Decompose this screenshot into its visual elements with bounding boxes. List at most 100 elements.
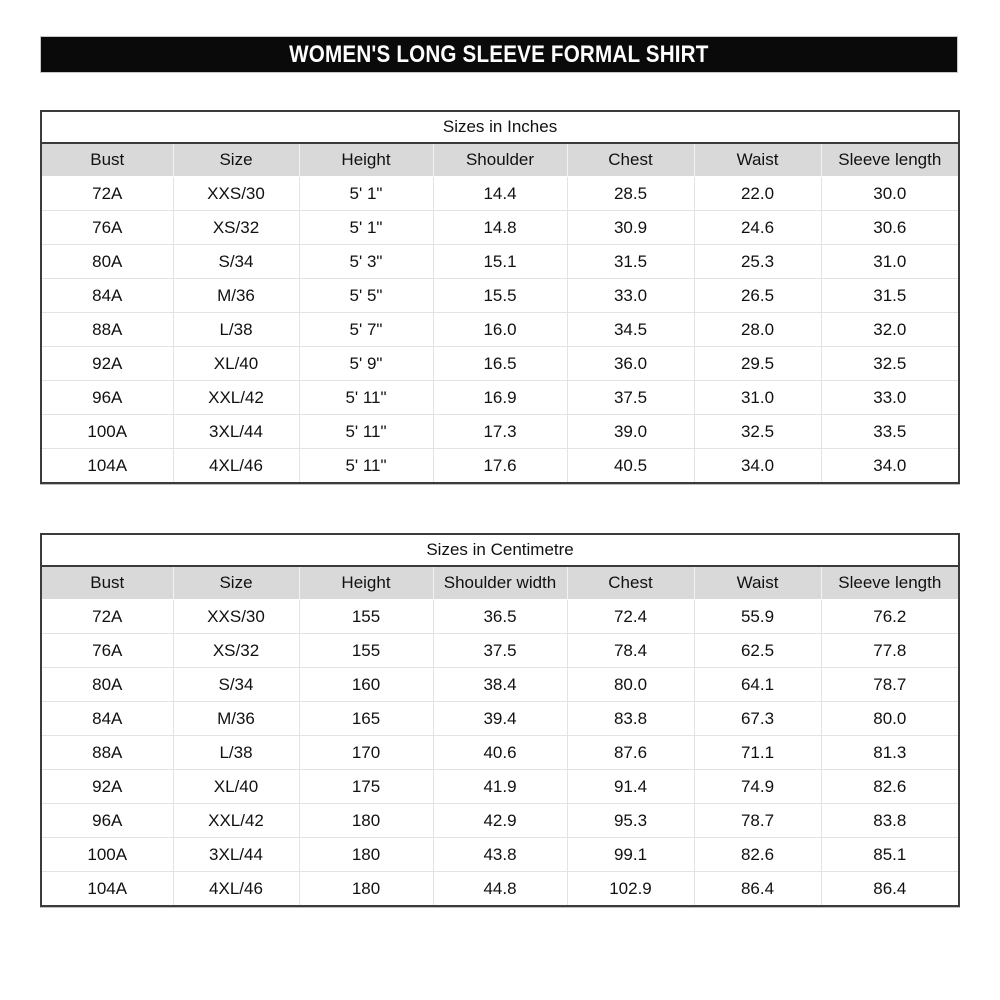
- table-cell: 72.4: [566, 599, 695, 634]
- table-cell: 5' 1": [298, 176, 434, 211]
- column-header: Shoulder width: [432, 566, 567, 600]
- table-cell: 31.0: [820, 244, 960, 279]
- table-cell: 71.1: [693, 735, 822, 770]
- table-cell: 180: [298, 803, 434, 838]
- table-cell: 67.3: [693, 701, 822, 736]
- table-cell: 44.8: [432, 871, 568, 907]
- table-cell: 22.0: [693, 176, 822, 211]
- column-header: Bust: [41, 143, 173, 177]
- table-cell: 72A: [40, 599, 174, 634]
- table-cell: 84A: [40, 701, 174, 736]
- table-cell: 87.6: [566, 735, 695, 770]
- table-cell: 100A: [40, 837, 174, 872]
- column-header: Sleeve length: [820, 143, 960, 177]
- table-cell: L/38: [172, 312, 300, 347]
- table-cell: 32.0: [820, 312, 960, 347]
- table-row: 84A M/36 5' 5" 15.5 33.0 26.5 31.5: [40, 278, 960, 313]
- table-cell: 80.0: [820, 701, 960, 736]
- table-cell: 16.5: [432, 346, 568, 381]
- table-cell: 40.5: [566, 448, 695, 484]
- table-cell: 36.0: [566, 346, 695, 381]
- column-header: Size: [172, 143, 299, 177]
- table-cell: 32.5: [820, 346, 960, 381]
- table-row: 84A M/36 165 39.4 83.8 67.3 80.0: [40, 701, 960, 736]
- table-cell: 78.4: [566, 633, 695, 668]
- table-cell: 80.0: [566, 667, 695, 702]
- table-row: 88A L/38 170 40.6 87.6 71.1 81.3: [40, 735, 960, 770]
- table-cell: 92A: [40, 769, 174, 804]
- table-cell: 80A: [40, 244, 174, 279]
- table-cell: S/34: [172, 667, 300, 702]
- sizes-in-inches-table: Sizes in Inches Bust Size Height Shoulder Che…: [40, 110, 961, 484]
- table-cell: XL/40: [172, 346, 300, 381]
- table-cell: XXS/30: [172, 599, 300, 634]
- table-cell: 5' 5": [298, 278, 434, 313]
- table-cell: 102.9: [566, 871, 695, 907]
- table-cell: 28.5: [566, 176, 695, 211]
- table-cell: 62.5: [693, 633, 822, 668]
- table-cell: 96A: [40, 803, 174, 838]
- table-cell: 16.9: [432, 380, 568, 415]
- table-cell: 55.9: [693, 599, 822, 634]
- table-cell: 82.6: [820, 769, 960, 804]
- table-cell: 14.4: [432, 176, 568, 211]
- page-title: WOMEN'S LONG SLEEVE FORMAL SHIRT: [289, 40, 709, 68]
- table-cell: 32.5: [693, 414, 822, 449]
- table-cell: 15.5: [432, 278, 568, 313]
- table-cell: 3XL/44: [172, 414, 300, 449]
- table-cell: 175: [298, 769, 434, 804]
- table-row: 80A S/34 5' 3" 15.1 31.5 25.3 31.0: [40, 244, 960, 279]
- table-row: 100A 3XL/44 180 43.8 99.1 82.6 85.1: [40, 837, 960, 872]
- table-cell: 78.7: [820, 667, 960, 702]
- table-cell: 39.4: [432, 701, 568, 736]
- table-cell: 84A: [40, 278, 174, 313]
- table-cell: 74.9: [693, 769, 822, 804]
- table-cell: 83.8: [820, 803, 960, 838]
- table-cell: 34.5: [566, 312, 695, 347]
- table-cell: 24.6: [693, 210, 822, 245]
- table-cell: 16.0: [432, 312, 568, 347]
- table-cell: M/36: [172, 701, 300, 736]
- table-cell: 17.3: [432, 414, 568, 449]
- table-row: 96A XXL/42 180 42.9 95.3 78.7 83.8: [40, 803, 960, 838]
- table-row: 88A L/38 5' 7" 16.0 34.5 28.0 32.0: [40, 312, 960, 347]
- table-cell: 83.8: [566, 701, 695, 736]
- table-cell: 34.0: [820, 448, 960, 484]
- table-cell: 180: [298, 837, 434, 872]
- table-cell: 39.0: [566, 414, 695, 449]
- table-cell: 17.6: [432, 448, 568, 484]
- table-cell: 5' 1": [298, 210, 434, 245]
- table-cell: S/34: [172, 244, 300, 279]
- table-cell: 28.0: [693, 312, 822, 347]
- table-cell: 76A: [40, 210, 174, 245]
- table-cell: 34.0: [693, 448, 822, 484]
- table-cell: 43.8: [432, 837, 568, 872]
- table-cell: 82.6: [693, 837, 822, 872]
- table-cell: 33.5: [820, 414, 960, 449]
- sizes-in-centimetre-table: Sizes in Centimetre Bust Size Height Shoulde…: [40, 533, 961, 907]
- table-cell: 76A: [40, 633, 174, 668]
- table-cell: XXL/42: [172, 803, 300, 838]
- table-cell: 155: [298, 599, 434, 634]
- table-cell: 15.1: [432, 244, 568, 279]
- table-cell: 31.0: [693, 380, 822, 415]
- table-cell: 25.3: [693, 244, 822, 279]
- table-cell: 88A: [40, 312, 174, 347]
- table-cell: 85.1: [820, 837, 960, 872]
- table-header-row: Bust Size Height Shoulder Chest Waist Sleeve l…: [41, 143, 960, 177]
- table-cell: 86.4: [820, 871, 960, 907]
- table-cell: 104A: [40, 871, 174, 907]
- column-header: Waist: [693, 566, 821, 600]
- table-cell: 37.5: [432, 633, 568, 668]
- column-header: Height: [298, 566, 433, 600]
- table-cell: 86.4: [693, 871, 822, 907]
- table-cell: 78.7: [693, 803, 822, 838]
- table-cell: XXS/30: [172, 176, 300, 211]
- table-cell: 31.5: [820, 278, 960, 313]
- table-cell: 64.1: [693, 667, 822, 702]
- table-cell: 5' 11": [298, 414, 434, 449]
- table-row: 92A XL/40 5' 9" 16.5 36.0 29.5 32.5: [40, 346, 960, 381]
- table-cell: 95.3: [566, 803, 695, 838]
- table-cell: 91.4: [566, 769, 695, 804]
